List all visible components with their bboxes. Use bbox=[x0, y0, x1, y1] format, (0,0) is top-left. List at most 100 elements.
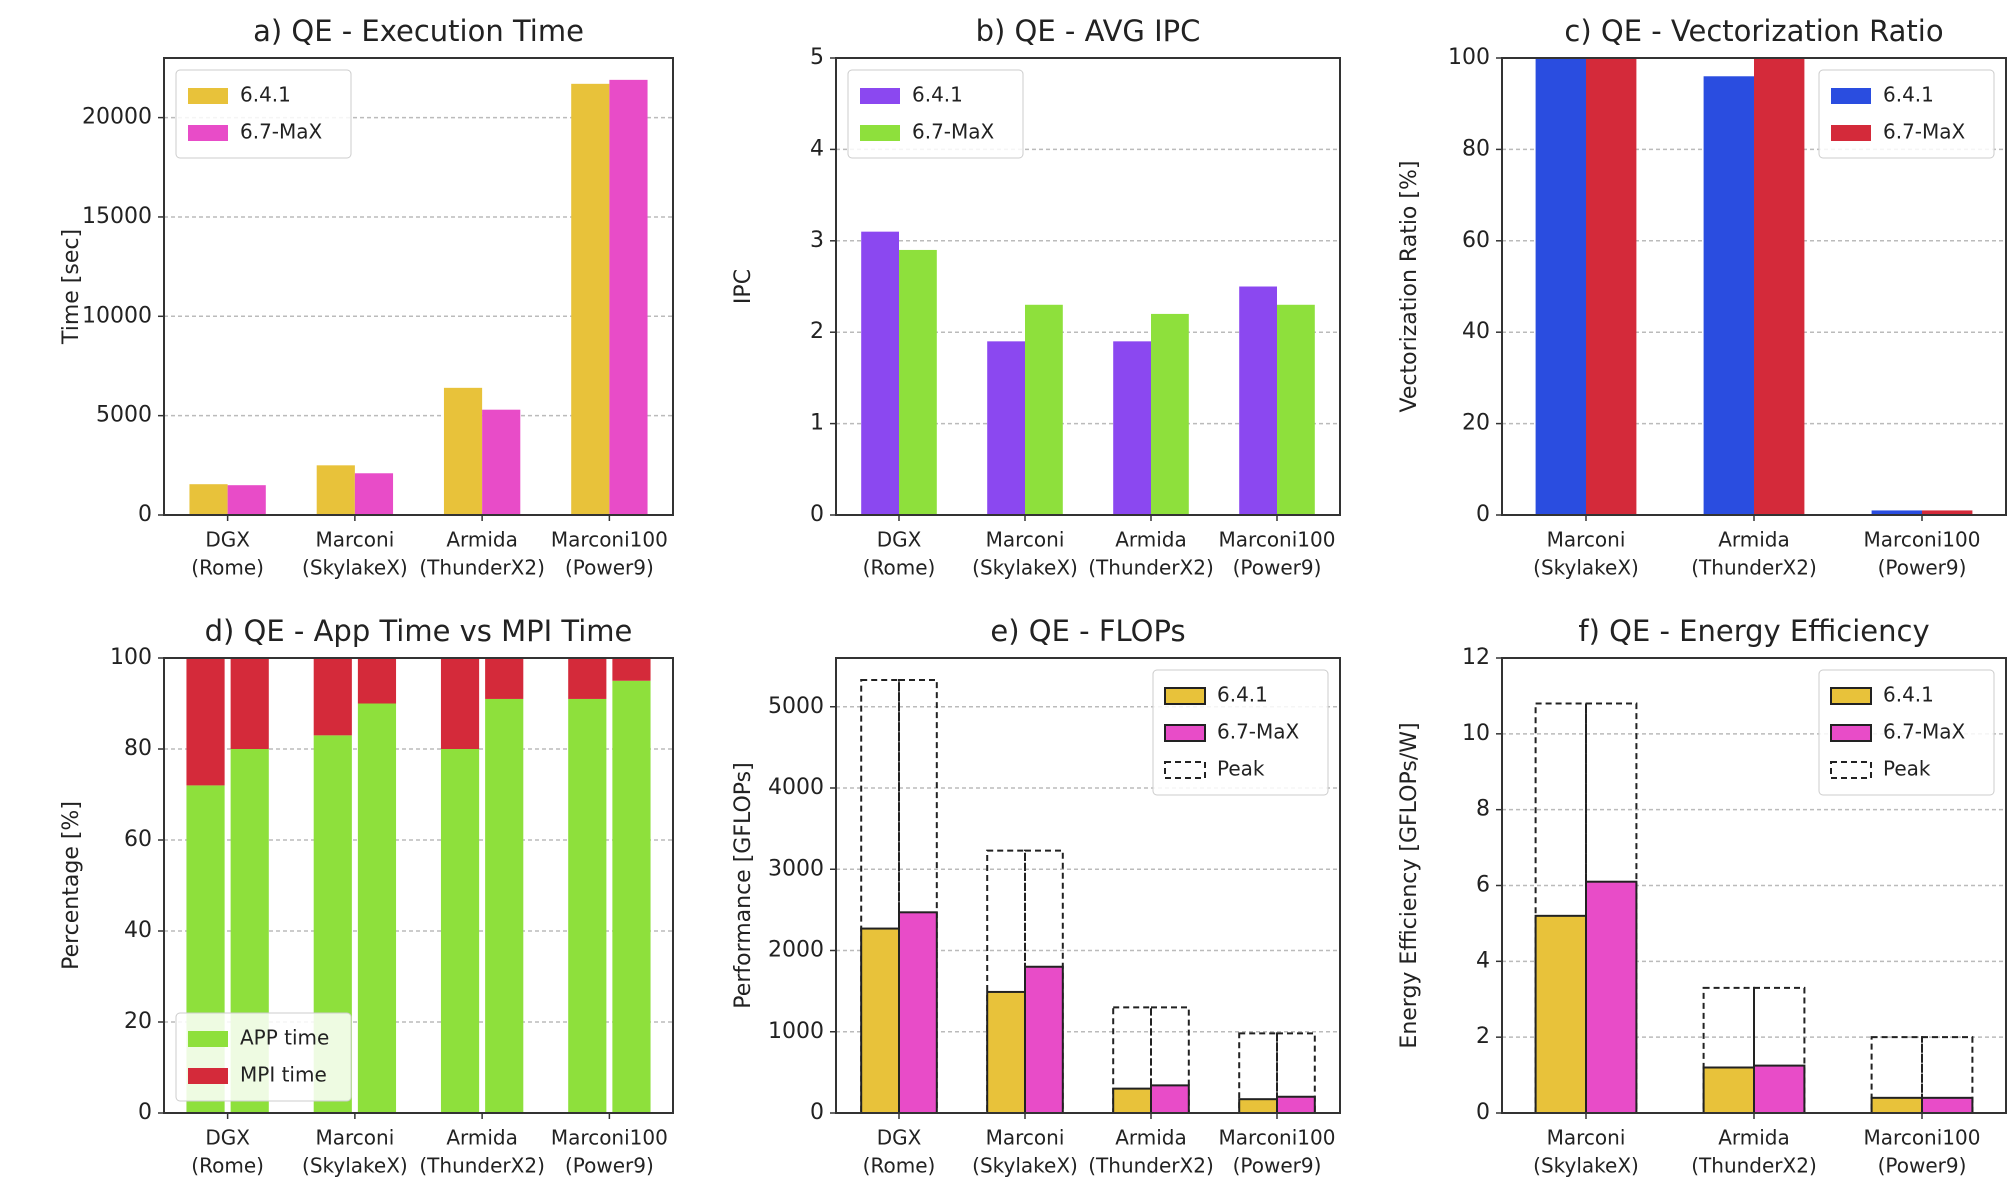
legend-label: 6.7-MaX bbox=[1883, 120, 1966, 144]
x-tick-label: Marconi100 bbox=[551, 1126, 668, 1150]
y-tick-label: 10 bbox=[1462, 721, 1490, 746]
y-tick-label: 100 bbox=[1448, 45, 1490, 70]
y-axis-label: IPC bbox=[731, 269, 756, 304]
x-tick-label: Marconi bbox=[1547, 528, 1626, 552]
y-tick-label: 20 bbox=[124, 1009, 152, 1034]
y-tick-label: 4 bbox=[810, 136, 824, 161]
plot-frame bbox=[1501, 57, 2007, 516]
bar bbox=[899, 249, 937, 515]
x-tick-label: (Rome) bbox=[863, 1154, 936, 1178]
plot-frame bbox=[1501, 657, 2007, 1114]
y-tick-label: 40 bbox=[124, 918, 152, 943]
x-tick-label: (Rome) bbox=[191, 1154, 264, 1178]
y-tick-label: 0 bbox=[138, 1100, 152, 1125]
legend: 6.4.1 6.7-MaX bbox=[175, 69, 352, 159]
legend-swatch bbox=[1830, 761, 1872, 779]
x-tick-label: Marconi bbox=[315, 528, 394, 552]
legend-swatch bbox=[188, 125, 228, 141]
bar-segment bbox=[612, 658, 651, 681]
bar bbox=[354, 473, 394, 515]
legend-label: 6.4.1 bbox=[1217, 683, 1268, 707]
plot-frame bbox=[835, 657, 1341, 1114]
bar bbox=[860, 927, 901, 1114]
y-axis-label: Performance [GFLOPs] bbox=[731, 762, 756, 1008]
y-tick-label: 8 bbox=[1476, 797, 1490, 822]
legend: 6.4.1 6.7-MaX bbox=[847, 69, 1024, 159]
legend-swatch bbox=[188, 88, 228, 104]
bar bbox=[1024, 965, 1064, 1114]
x-tick-label: Armida bbox=[1718, 1126, 1790, 1150]
bar bbox=[1922, 510, 1973, 515]
x-tick-label: (ThunderX2) bbox=[1691, 556, 1817, 580]
panel: e) QE - FLOPs Performance [GFLOPs] 0 1000 20… bbox=[731, 614, 1341, 1178]
legend-swatch bbox=[188, 1031, 228, 1047]
panel: f) QE - Energy Efficiency Energy Efficien… bbox=[1397, 614, 2007, 1178]
x-tick-label: Marconi bbox=[986, 1126, 1065, 1150]
y-tick-label: 60 bbox=[1462, 228, 1490, 253]
x-tick-label: (SkylakeX) bbox=[1533, 556, 1639, 580]
x-tick-label: (ThunderX2) bbox=[1088, 556, 1214, 580]
bar bbox=[1703, 76, 1754, 515]
x-tick-label: (ThunderX2) bbox=[1088, 1154, 1214, 1178]
x-tick-label: (SkylakeX) bbox=[972, 1154, 1078, 1178]
y-tick-label: 0 bbox=[1476, 1100, 1490, 1125]
bar bbox=[1586, 58, 1637, 515]
bar bbox=[609, 79, 648, 516]
bar bbox=[189, 484, 228, 515]
x-tick-label: (Rome) bbox=[863, 556, 936, 580]
bar bbox=[986, 990, 1027, 1114]
bar bbox=[1151, 313, 1189, 515]
bar-segment bbox=[313, 658, 352, 736]
bar bbox=[1921, 1096, 1974, 1115]
x-tick-label: Marconi100 bbox=[1864, 528, 1981, 552]
x-tick-label: (ThunderX2) bbox=[419, 1154, 545, 1178]
peak-bar bbox=[1276, 1032, 1316, 1114]
panel: d) QE - App Time vs MPI Time Percentage [… bbox=[59, 614, 674, 1178]
y-tick-label: 1 bbox=[810, 411, 824, 436]
bar-segment bbox=[357, 703, 397, 1113]
bar bbox=[1871, 510, 1922, 515]
bar bbox=[1025, 304, 1063, 515]
peak-bar bbox=[898, 678, 938, 1114]
bar-segment bbox=[612, 680, 651, 1113]
bar-segment bbox=[357, 658, 397, 704]
x-tick-label: Armida bbox=[1115, 1126, 1187, 1150]
y-axis-label: Energy Efficiency [GFLOPs/W] bbox=[1397, 722, 1422, 1048]
bar-segment bbox=[186, 658, 225, 786]
legend-label: 6.7-MaX bbox=[240, 120, 323, 144]
plot-frame bbox=[163, 657, 674, 1114]
plot-frame bbox=[835, 57, 1341, 516]
y-tick-label: 20 bbox=[1462, 411, 1490, 436]
y-tick-label: 40 bbox=[1462, 319, 1490, 344]
y-tick-label: 10000 bbox=[82, 303, 152, 328]
y-axis-label: Percentage [%] bbox=[59, 801, 84, 970]
x-tick-label: Armida bbox=[446, 1126, 518, 1150]
legend-label: 6.4.1 bbox=[912, 83, 963, 107]
y-tick-label: 80 bbox=[124, 736, 152, 761]
bar bbox=[1535, 58, 1586, 515]
plot-frame bbox=[163, 57, 674, 516]
y-tick-label: 20000 bbox=[82, 105, 152, 130]
bar-segment bbox=[440, 658, 480, 749]
bar bbox=[1239, 286, 1277, 515]
legend-label: 6.4.1 bbox=[1883, 83, 1934, 107]
legend-label: 6.7-MaX bbox=[1217, 720, 1300, 744]
legend-swatch bbox=[1164, 724, 1206, 742]
y-axis-label: Time [sec] bbox=[59, 229, 84, 345]
legend-label: Peak bbox=[1883, 757, 1931, 781]
legend: APP time MPI time bbox=[175, 1012, 352, 1102]
x-tick-label: (Power9) bbox=[1878, 556, 1967, 580]
chart-title: a) QE - Execution Time bbox=[253, 14, 584, 48]
panel: a) QE - Execution Time Time [sec] 0 5000 100… bbox=[59, 14, 674, 580]
legend-label: 6.7-MaX bbox=[912, 120, 995, 144]
x-tick-label: (SkylakeX) bbox=[972, 556, 1078, 580]
bar bbox=[1754, 58, 1805, 515]
x-tick-label: (Rome) bbox=[191, 556, 264, 580]
y-tick-label: 3000 bbox=[768, 856, 824, 881]
x-tick-label: Marconi100 bbox=[551, 528, 668, 552]
y-tick-label: 80 bbox=[1462, 136, 1490, 161]
y-tick-label: 1000 bbox=[768, 1019, 824, 1044]
legend-swatch bbox=[860, 88, 900, 104]
y-tick-label: 6 bbox=[1476, 873, 1490, 898]
